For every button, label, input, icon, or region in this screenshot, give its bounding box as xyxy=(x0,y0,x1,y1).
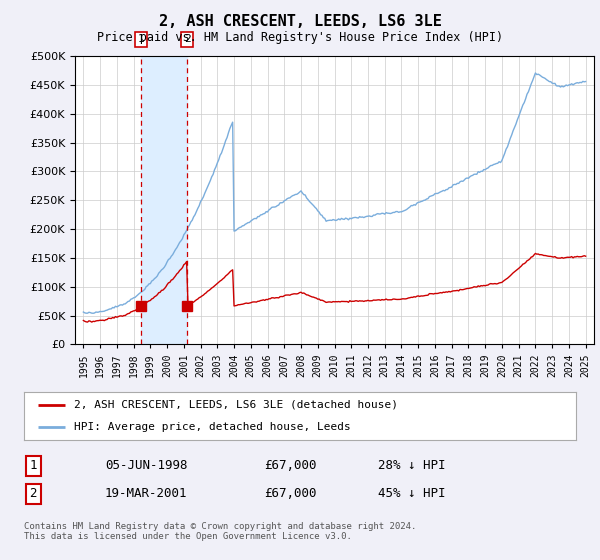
Text: 2, ASH CRESCENT, LEEDS, LS6 3LE (detached house): 2, ASH CRESCENT, LEEDS, LS6 3LE (detache… xyxy=(74,400,398,410)
Text: HPI: Average price, detached house, Leeds: HPI: Average price, detached house, Leed… xyxy=(74,422,350,432)
Text: 2: 2 xyxy=(29,487,37,501)
Text: 1: 1 xyxy=(29,459,37,473)
Text: 45% ↓ HPI: 45% ↓ HPI xyxy=(378,487,445,501)
Text: 28% ↓ HPI: 28% ↓ HPI xyxy=(378,459,445,473)
Text: 1: 1 xyxy=(137,35,144,44)
Text: 19-MAR-2001: 19-MAR-2001 xyxy=(105,487,187,501)
Text: 05-JUN-1998: 05-JUN-1998 xyxy=(105,459,187,473)
Text: 2, ASH CRESCENT, LEEDS, LS6 3LE: 2, ASH CRESCENT, LEEDS, LS6 3LE xyxy=(158,14,442,29)
Text: 2: 2 xyxy=(184,35,191,44)
Text: Price paid vs. HM Land Registry's House Price Index (HPI): Price paid vs. HM Land Registry's House … xyxy=(97,31,503,44)
Text: Contains HM Land Registry data © Crown copyright and database right 2024.
This d: Contains HM Land Registry data © Crown c… xyxy=(24,522,416,542)
Text: £67,000: £67,000 xyxy=(264,487,317,501)
Bar xyxy=(141,56,187,344)
Text: £67,000: £67,000 xyxy=(264,459,317,473)
